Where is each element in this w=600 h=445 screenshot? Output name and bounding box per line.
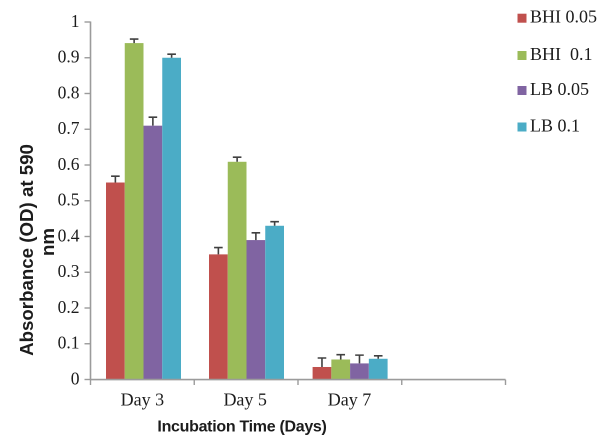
svg-text:nm: nm <box>37 228 58 256</box>
svg-text:1: 1 <box>71 11 80 31</box>
svg-text:0.2: 0.2 <box>58 297 80 317</box>
svg-text:Absorbance (OD) at 590: Absorbance (OD) at 590 <box>16 144 37 356</box>
svg-text:0.1: 0.1 <box>58 333 80 353</box>
svg-text:0.5: 0.5 <box>58 190 80 210</box>
svg-text:0: 0 <box>71 368 80 388</box>
svg-text:Day 5: Day 5 <box>223 389 267 409</box>
svg-text:0.7: 0.7 <box>58 118 80 138</box>
svg-text:0.3: 0.3 <box>58 261 80 281</box>
svg-text:Day 3: Day 3 <box>121 389 165 409</box>
svg-text:BHI 0.05: BHI 0.05 <box>530 7 597 27</box>
svg-text:Incubation Time (Days): Incubation Time (Days) <box>157 419 326 436</box>
svg-text:0.6: 0.6 <box>58 154 80 174</box>
svg-text:Day 7: Day 7 <box>328 389 372 409</box>
svg-text:LB 0.05: LB 0.05 <box>530 79 589 99</box>
svg-text:BHI 0.1: BHI 0.1 <box>530 44 593 64</box>
svg-text:0.8: 0.8 <box>58 82 80 102</box>
svg-text:0.9: 0.9 <box>58 47 80 67</box>
svg-text:LB 0.1: LB 0.1 <box>530 116 580 136</box>
svg-text:0.4: 0.4 <box>58 225 80 245</box>
